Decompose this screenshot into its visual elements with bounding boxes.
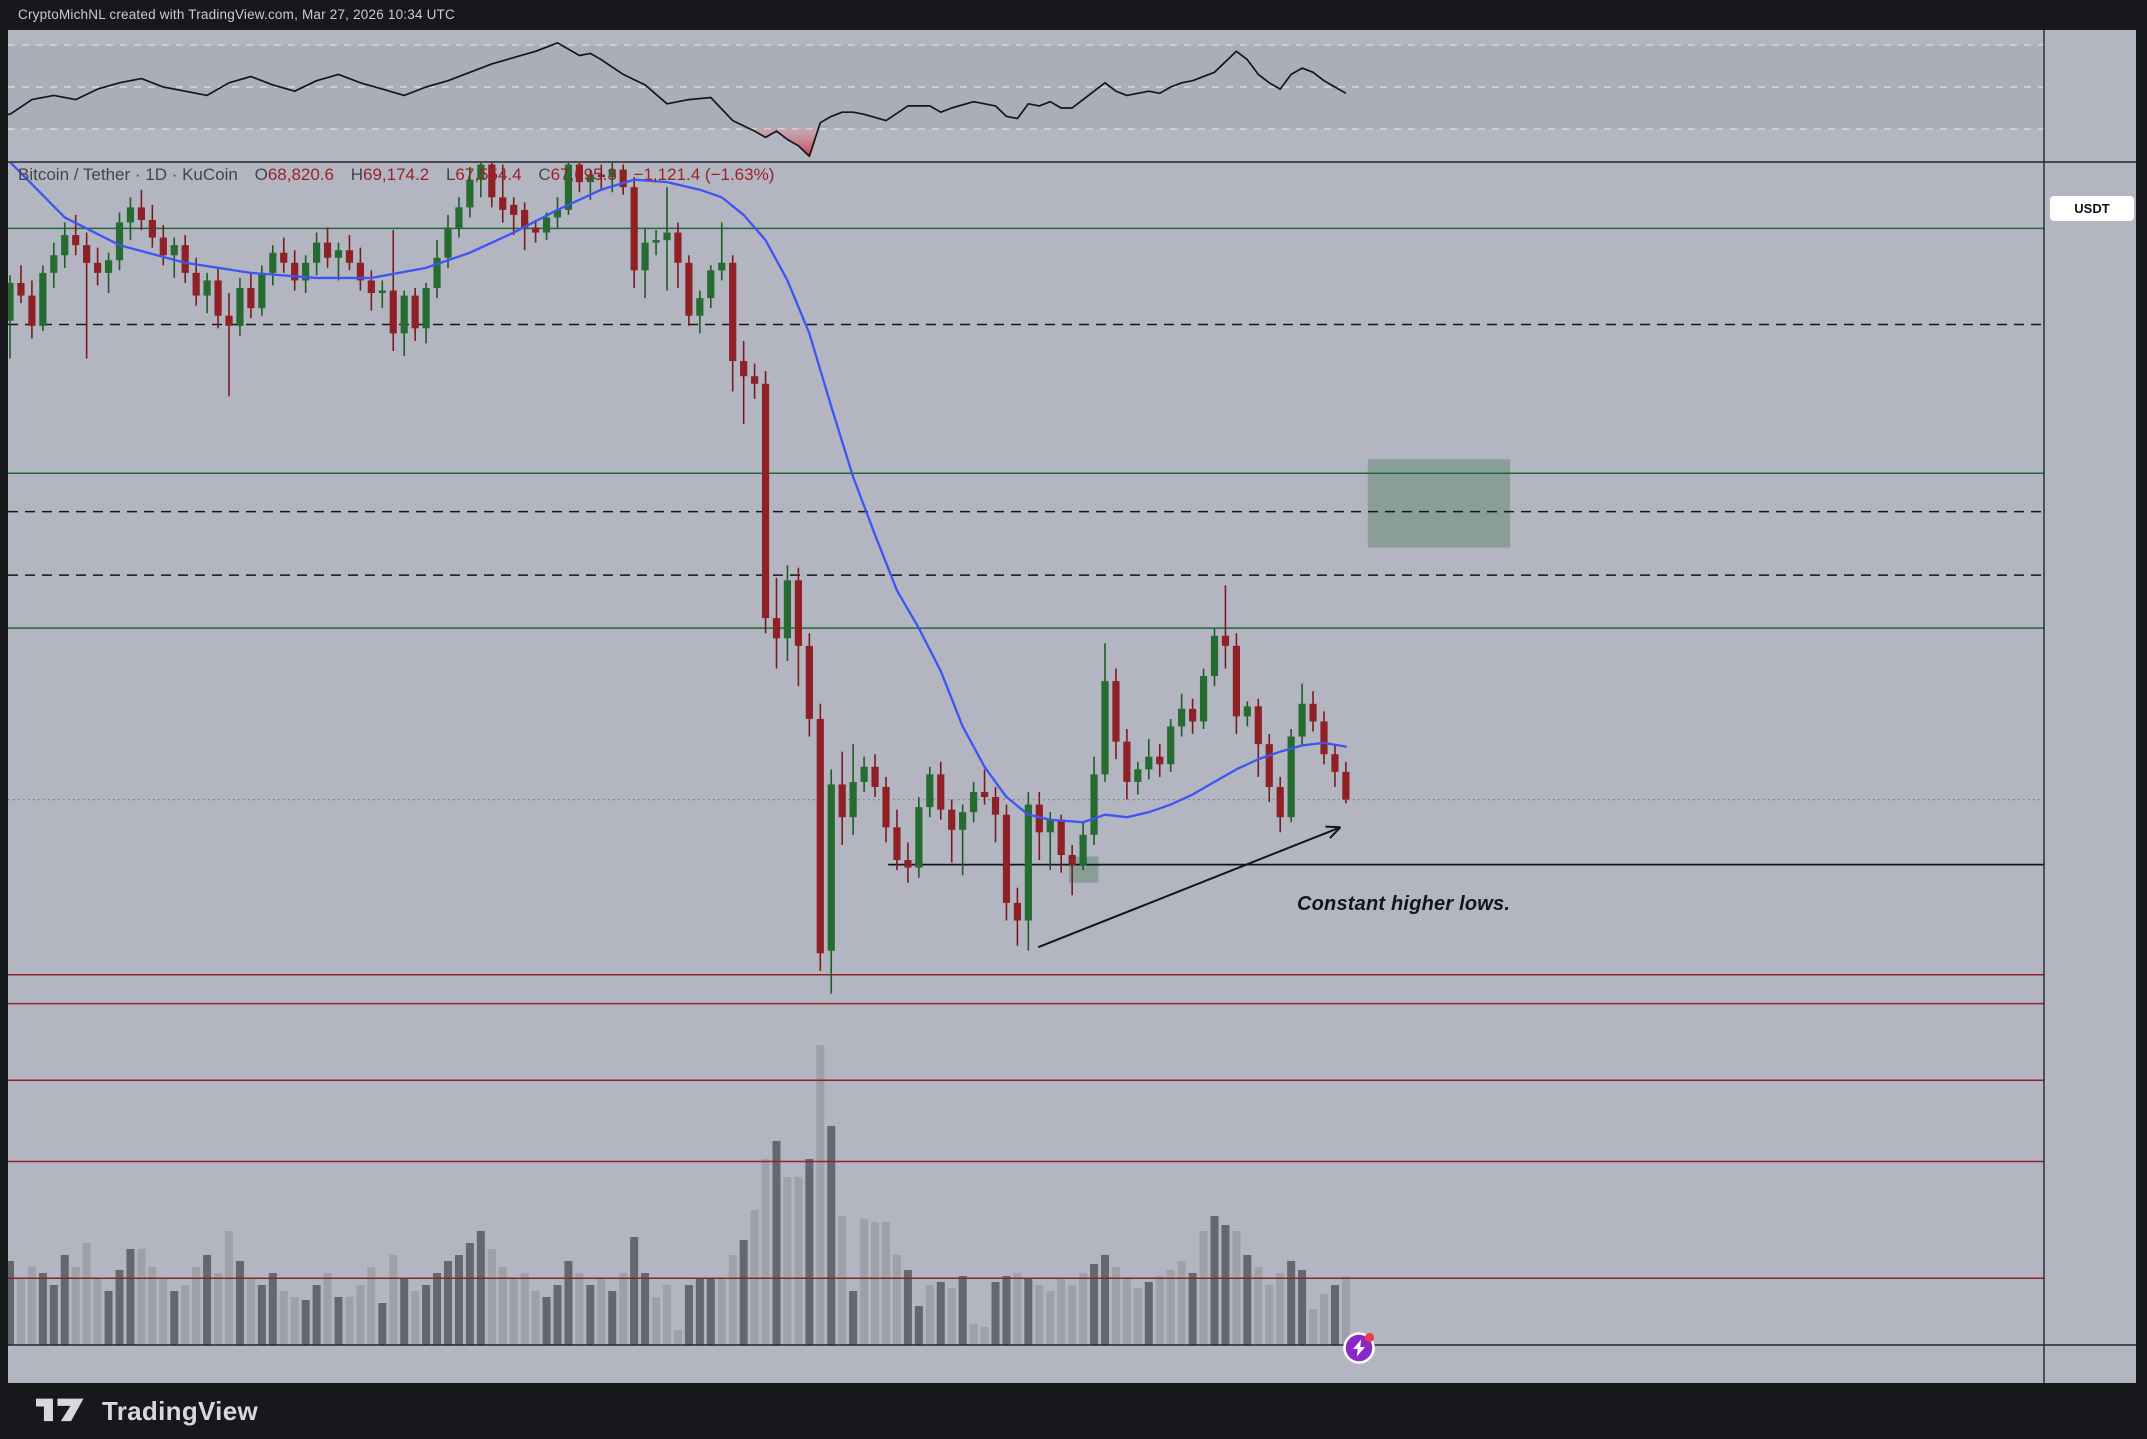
high-label: H <box>350 165 364 184</box>
annotation-text[interactable]: Constant higher lows. <box>1297 893 1511 915</box>
footer-bar: TradingView <box>0 1383 2147 1439</box>
close-label: C <box>538 165 551 184</box>
tradingview-logo[interactable]: TradingView <box>36 1396 258 1427</box>
price-axis[interactable] <box>2044 29 2136 1345</box>
tradingview-logo-icon <box>36 1398 84 1422</box>
close-value: 67,695.3 <box>550 165 617 184</box>
time-axis[interactable] <box>8 1374 2044 1412</box>
attribution-bar: CryptoMichNL created with TradingView.co… <box>0 0 2147 29</box>
symbol-title[interactable]: Bitcoin / Tether · 1D · KuCoin <box>18 165 238 184</box>
currency-toggle-button[interactable]: USDT <box>2050 196 2134 221</box>
tradingview-brand-text: TradingView <box>102 1395 258 1426</box>
change-value: −1,121.4 (−1.63%) <box>633 165 775 184</box>
low-label: L <box>445 165 456 184</box>
symbol-info-bar: Bitcoin / Tether · 1D · KuCoin O68,820.6… <box>18 165 774 185</box>
open-label: O <box>254 165 268 184</box>
low-value: 67,554.4 <box>455 165 522 184</box>
chart-canvas[interactable] <box>0 29 2147 1383</box>
open-value: 68,820.6 <box>267 165 334 184</box>
lightning-badge-icon[interactable] <box>1341 1330 1377 1366</box>
attribution-text: CryptoMichNL created with TradingView.co… <box>18 7 455 22</box>
high-value: 69,174.2 <box>363 165 430 184</box>
